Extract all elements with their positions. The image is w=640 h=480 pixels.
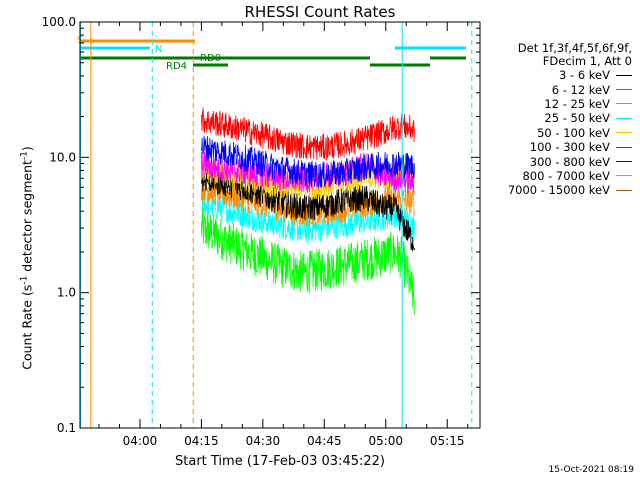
legend-entry-label: 100 - 300 keV [529, 140, 610, 155]
legend: Det 1f,3f,4f,5f,6f,9f, FDecim 1, Att 0 3… [482, 42, 632, 198]
y-tick-label-3: 100.0 [42, 15, 76, 29]
y-tick-label-2: 10.0 [49, 150, 76, 164]
legend-swatch [616, 175, 632, 177]
y-axis-label-mid: detector segment [19, 160, 35, 276]
x-tick-label-5: 05:15 [430, 434, 465, 448]
legend-entry-3: 25 - 50 keV [482, 111, 632, 125]
x-tick-label-2: 04:30 [246, 434, 281, 448]
series-line-0 [201, 167, 415, 252]
series-line-2 [201, 207, 415, 315]
y-axis-label-prefix: Count Rate (s [19, 284, 35, 370]
legend-entry-2: 12 - 25 keV [482, 97, 632, 111]
legend-swatch [616, 74, 632, 76]
legend-entry-label: 800 - 7000 keV [522, 168, 610, 183]
legend-entry-4: 50 - 100 keV [482, 126, 632, 140]
series-line-6 [201, 135, 415, 188]
y-axis-label-suffix: ) [19, 146, 35, 152]
legend-swatch [616, 103, 632, 105]
legend-swatch [616, 117, 632, 119]
rd4-flag-label: RD4 [166, 61, 187, 72]
legend-entry-0: 3 - 6 keV [482, 68, 632, 82]
x-axis-label: Start Time (17-Feb-03 03:45:22) [175, 454, 385, 469]
legend-header-line-1: Det 1f,3f,4f,5f,6f,9f, [517, 41, 632, 55]
legend-entry-7: 800 - 7000 keV [482, 169, 632, 183]
rd0-flag-label: RD0 [200, 53, 221, 64]
legend-swatch [616, 189, 632, 191]
x-tick-label-3: 04:45 [307, 434, 342, 448]
legend-entry-1: 6 - 12 keV [482, 82, 632, 97]
plot-frame [79, 21, 481, 429]
series-line-5 [201, 107, 415, 161]
legend-swatch [616, 89, 632, 91]
chart-title: RHESSI Count Rates [244, 3, 396, 21]
legend-header-line-2: FDecim 1, Att 0 [542, 54, 632, 68]
legend-entry-label: 6 - 12 keV [551, 82, 610, 97]
x-tick-label-4: 05:00 [368, 434, 403, 448]
y-axis-label-exp-2: -1 [19, 151, 30, 161]
legend-swatch [616, 132, 632, 134]
timestamp: 15-Oct-2021 08:19 [548, 465, 634, 475]
legend-entry-label: 50 - 100 keV [537, 125, 610, 140]
legend-entry-label: 25 - 50 keV [544, 111, 610, 126]
x-tick-label-1: 04:15 [184, 434, 219, 448]
y-tick-label-0: 0.1 [57, 421, 76, 435]
legend-entry-label: 300 - 800 keV [529, 154, 610, 169]
y-axis-label-exp-1: -1 [19, 275, 30, 285]
night-flag-label: N [155, 44, 162, 55]
x-tick-label-0: 04:00 [123, 434, 158, 448]
legend-entry-label: 12 - 25 keV [544, 96, 610, 111]
legend-entry-6: 300 - 800 keV [482, 154, 632, 169]
y-axis-label: Count Rate (s-1 detector segment-1) [19, 146, 34, 370]
y-tick-label-1: 1.0 [57, 286, 76, 300]
legend-rows: 3 - 6 keV 6 - 12 keV 12 - 25 keV 25 - 50 ke… [482, 68, 632, 198]
legend-swatch [616, 161, 632, 163]
legend-entry-5: 100 - 300 keV [482, 140, 632, 154]
legend-entry-label: 3 - 6 keV [559, 68, 610, 83]
legend-entry-8: 7000 - 15000 keV [482, 183, 632, 197]
legend-swatch [616, 146, 632, 148]
legend-entry-label: 7000 - 15000 keV [507, 183, 610, 198]
